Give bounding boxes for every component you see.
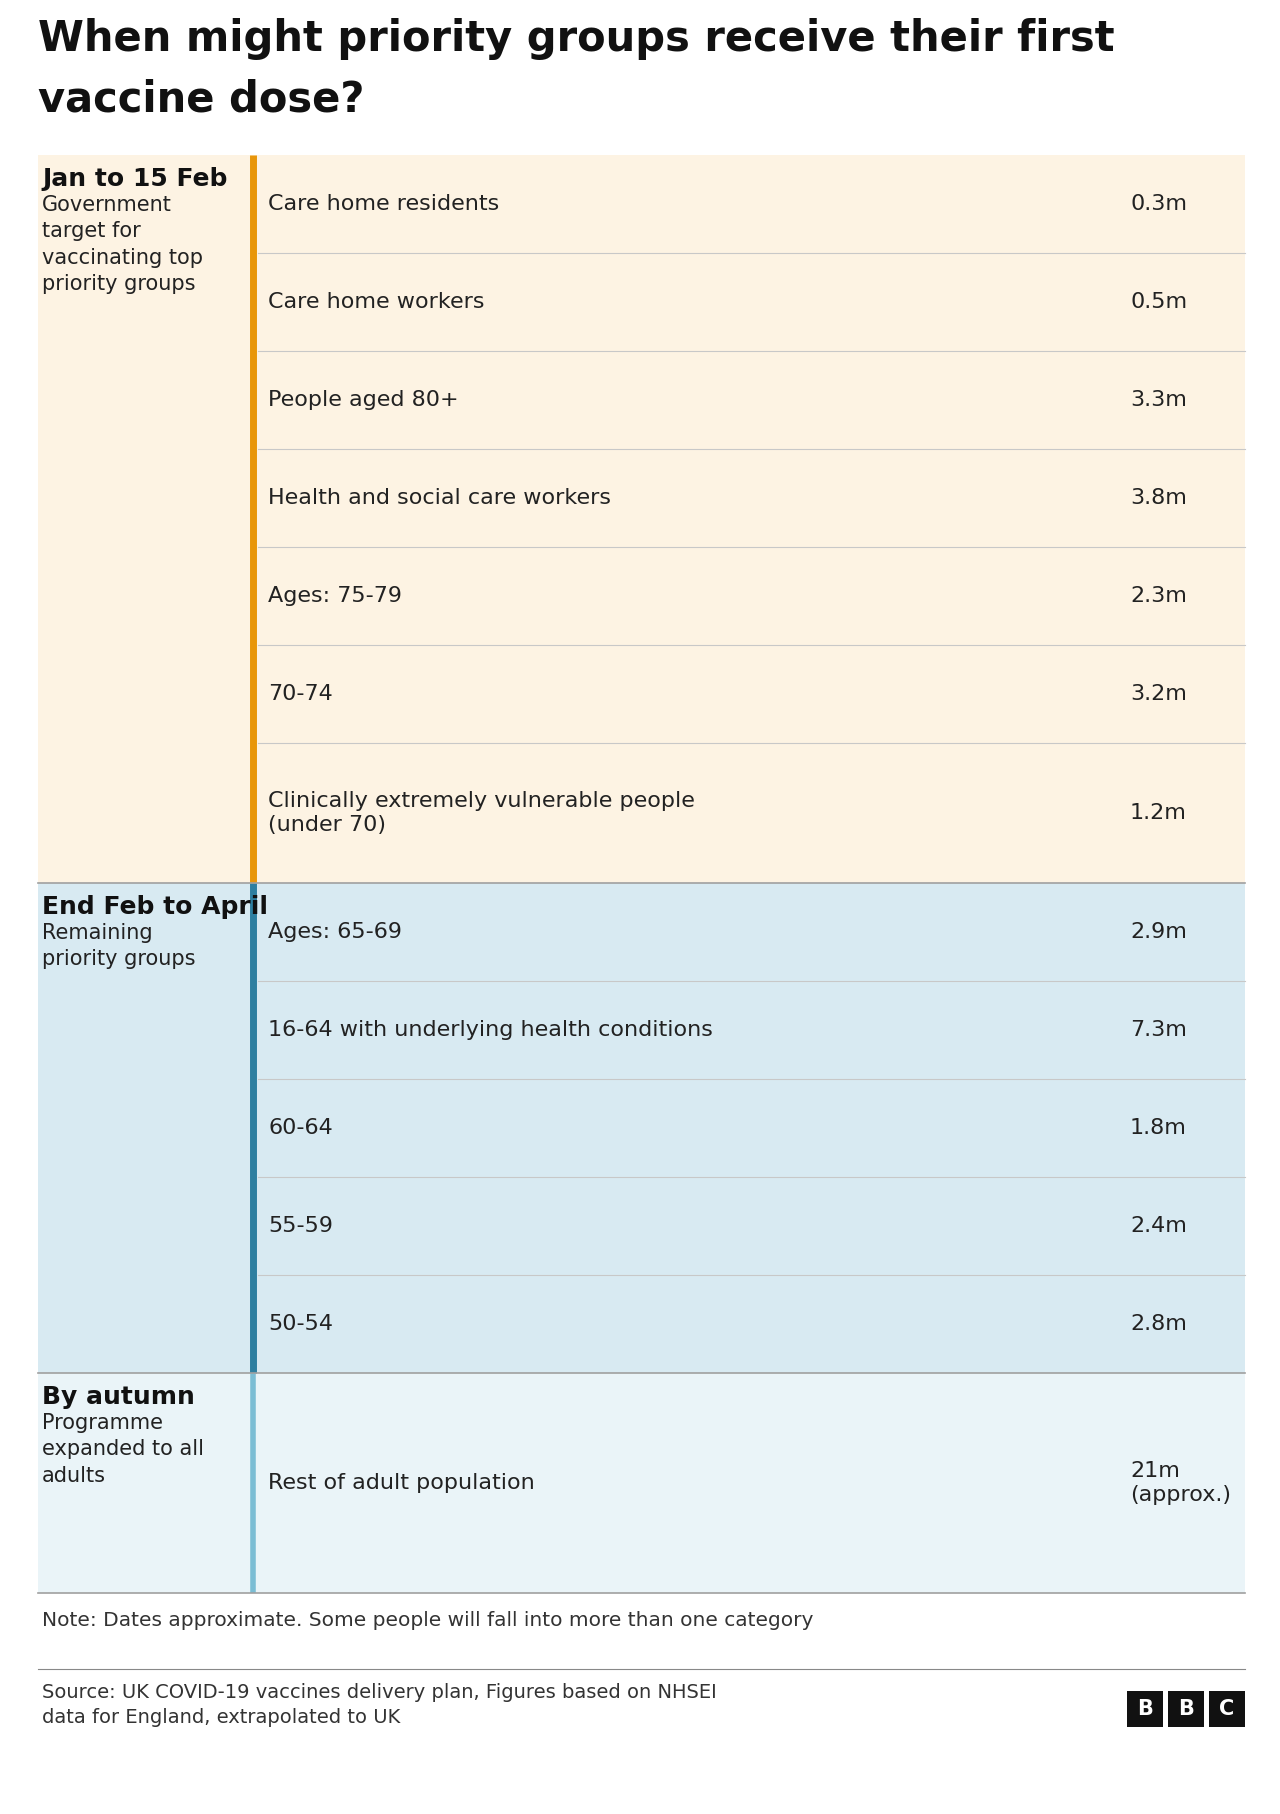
Text: When might priority groups receive their first: When might priority groups receive their… — [38, 18, 1115, 60]
Text: Care home workers: Care home workers — [268, 292, 485, 312]
Text: 50-54: 50-54 — [268, 1313, 333, 1333]
Text: C: C — [1220, 1700, 1235, 1720]
Bar — [1169, 1691, 1204, 1727]
Bar — [1126, 1691, 1164, 1727]
Text: 7.3m: 7.3m — [1130, 1019, 1187, 1039]
Text: 0.3m: 0.3m — [1130, 194, 1187, 214]
Text: 1.8m: 1.8m — [1130, 1117, 1187, 1137]
Text: 2.8m: 2.8m — [1130, 1313, 1187, 1333]
Text: B: B — [1137, 1700, 1153, 1720]
Text: 2.3m: 2.3m — [1130, 586, 1187, 606]
Text: End Feb to April: End Feb to April — [42, 894, 268, 920]
Text: 0.5m: 0.5m — [1130, 292, 1187, 312]
Text: Remaining
priority groups: Remaining priority groups — [42, 923, 196, 969]
Text: People aged 80+: People aged 80+ — [268, 390, 458, 410]
Text: Jan to 15 Feb: Jan to 15 Feb — [42, 167, 228, 190]
Text: B: B — [1178, 1700, 1194, 1720]
Text: Programme
expanded to all
adults: Programme expanded to all adults — [42, 1413, 204, 1486]
Text: Ages: 65-69: Ages: 65-69 — [268, 922, 402, 941]
Text: 16-64 with underlying health conditions: 16-64 with underlying health conditions — [268, 1019, 713, 1039]
Text: 70-74: 70-74 — [268, 684, 333, 704]
Bar — [38, 154, 1245, 883]
Text: 55-59: 55-59 — [268, 1215, 333, 1235]
Bar — [38, 1373, 1245, 1593]
Text: Ages: 75-79: Ages: 75-79 — [268, 586, 402, 606]
Text: Source: UK COVID-19 vaccines delivery plan, Figures based on NHSEI
data for Engl: Source: UK COVID-19 vaccines delivery pl… — [42, 1683, 717, 1727]
Text: 3.2m: 3.2m — [1130, 684, 1187, 704]
Text: Rest of adult population: Rest of adult population — [268, 1473, 535, 1493]
Text: 2.9m: 2.9m — [1130, 922, 1187, 941]
Text: By autumn: By autumn — [42, 1386, 195, 1409]
Text: 1.2m: 1.2m — [1130, 804, 1187, 824]
Text: 21m
(approx.): 21m (approx.) — [1130, 1460, 1231, 1506]
Text: Health and social care workers: Health and social care workers — [268, 488, 611, 508]
Bar — [1210, 1691, 1245, 1727]
Text: Government
target for
vaccinating top
priority groups: Government target for vaccinating top pr… — [42, 194, 204, 294]
Text: Care home residents: Care home residents — [268, 194, 499, 214]
Text: 2.4m: 2.4m — [1130, 1215, 1187, 1235]
Text: 60-64: 60-64 — [268, 1117, 333, 1137]
Text: Note: Dates approximate. Some people will fall into more than one category: Note: Dates approximate. Some people wil… — [42, 1611, 813, 1631]
Text: 3.8m: 3.8m — [1130, 488, 1187, 508]
Text: Clinically extremely vulnerable people
(under 70): Clinically extremely vulnerable people (… — [268, 791, 695, 836]
Text: vaccine dose?: vaccine dose? — [38, 78, 365, 120]
Bar — [38, 883, 1245, 1373]
Text: 3.3m: 3.3m — [1130, 390, 1187, 410]
